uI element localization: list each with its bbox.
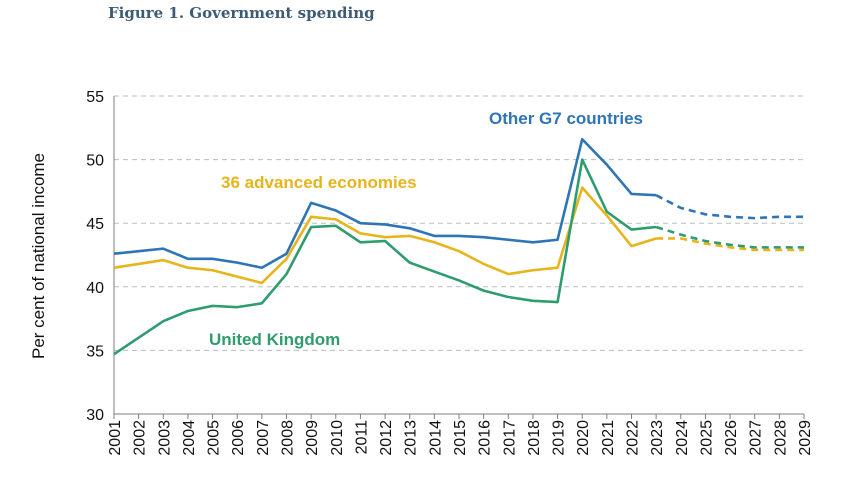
x-tick-label-2014: 2014 — [427, 420, 444, 456]
x-tick-label-2025: 2025 — [698, 420, 715, 456]
series-line-united-kingdom — [113, 158, 657, 356]
x-tick-label-2028: 2028 — [772, 420, 789, 456]
x-tick-label-2029: 2029 — [797, 420, 814, 456]
series-line-other-g7-countries — [113, 137, 657, 270]
series-forecast-line-united-kingdom — [655, 225, 804, 249]
x-tick-label-2012: 2012 — [378, 420, 395, 456]
x-tick-label-2005: 2005 — [206, 420, 223, 456]
series-label-united-kingdom: United Kingdom — [209, 330, 340, 349]
x-tick-label-2013: 2013 — [403, 420, 420, 456]
y-tick-label-55: 55 — [86, 89, 104, 106]
x-tick-label-2008: 2008 — [280, 420, 297, 456]
y-tick-label-40: 40 — [86, 280, 104, 297]
x-tick-label-2027: 2027 — [748, 420, 765, 456]
x-tick-label-2026: 2026 — [723, 420, 740, 456]
series-label-other-g7-countries: Other G7 countries — [489, 109, 643, 128]
series-forecast-line-36-advanced-economies — [656, 237, 804, 252]
gridlines — [114, 95, 804, 351]
y-tick-label-30: 30 — [86, 407, 104, 424]
x-tick-label-2015: 2015 — [452, 420, 469, 456]
y-axis-label: Per cent of national income — [29, 153, 48, 359]
x-tick-label-2009: 2009 — [304, 420, 321, 456]
y-tick-labels: 30 35 40 45 50 55 — [86, 89, 104, 424]
series-lines — [113, 137, 804, 356]
x-tick-label-2024: 2024 — [674, 420, 691, 456]
y-tick-label-45: 45 — [86, 216, 104, 233]
x-tick-label-2022: 2022 — [625, 420, 642, 456]
figure-title: Figure 1. Government spending — [108, 4, 375, 22]
series-line-36-advanced-economies — [113, 186, 657, 285]
series-label-36-advanced-economies: 36 advanced economies — [221, 173, 417, 192]
x-tick-label-2004: 2004 — [181, 420, 198, 456]
x-tick-label-2001: 2001 — [107, 420, 124, 456]
y-tick-label-35: 35 — [86, 343, 104, 360]
x-tick-label-2002: 2002 — [132, 420, 149, 456]
x-tick-label-2016: 2016 — [477, 420, 494, 456]
x-tick-label-2019: 2019 — [551, 420, 568, 456]
axes — [113, 96, 805, 419]
x-tick-label-2003: 2003 — [156, 420, 173, 456]
x-tick-labels: 2001 2002 2003 2004 2005 2006 2007 2008 2009 2010… — [107, 420, 814, 456]
x-tick-label-2010: 2010 — [329, 420, 346, 456]
series-labels: Other G7 countries 36 advanced economies U… — [209, 109, 643, 349]
x-tick-label-2011: 2011 — [353, 420, 370, 455]
x-tick-label-2021: 2021 — [600, 420, 617, 456]
x-tick-label-2023: 2023 — [649, 420, 666, 456]
x-tick-label-2006: 2006 — [230, 420, 247, 456]
y-tick-label-50: 50 — [86, 153, 104, 170]
x-tick-label-2020: 2020 — [575, 420, 592, 456]
x-tick-label-2017: 2017 — [501, 420, 518, 456]
x-tick-label-2007: 2007 — [255, 420, 272, 456]
x-tick-label-2018: 2018 — [526, 420, 543, 456]
series-forecast-line-other-g7-countries — [655, 194, 804, 220]
